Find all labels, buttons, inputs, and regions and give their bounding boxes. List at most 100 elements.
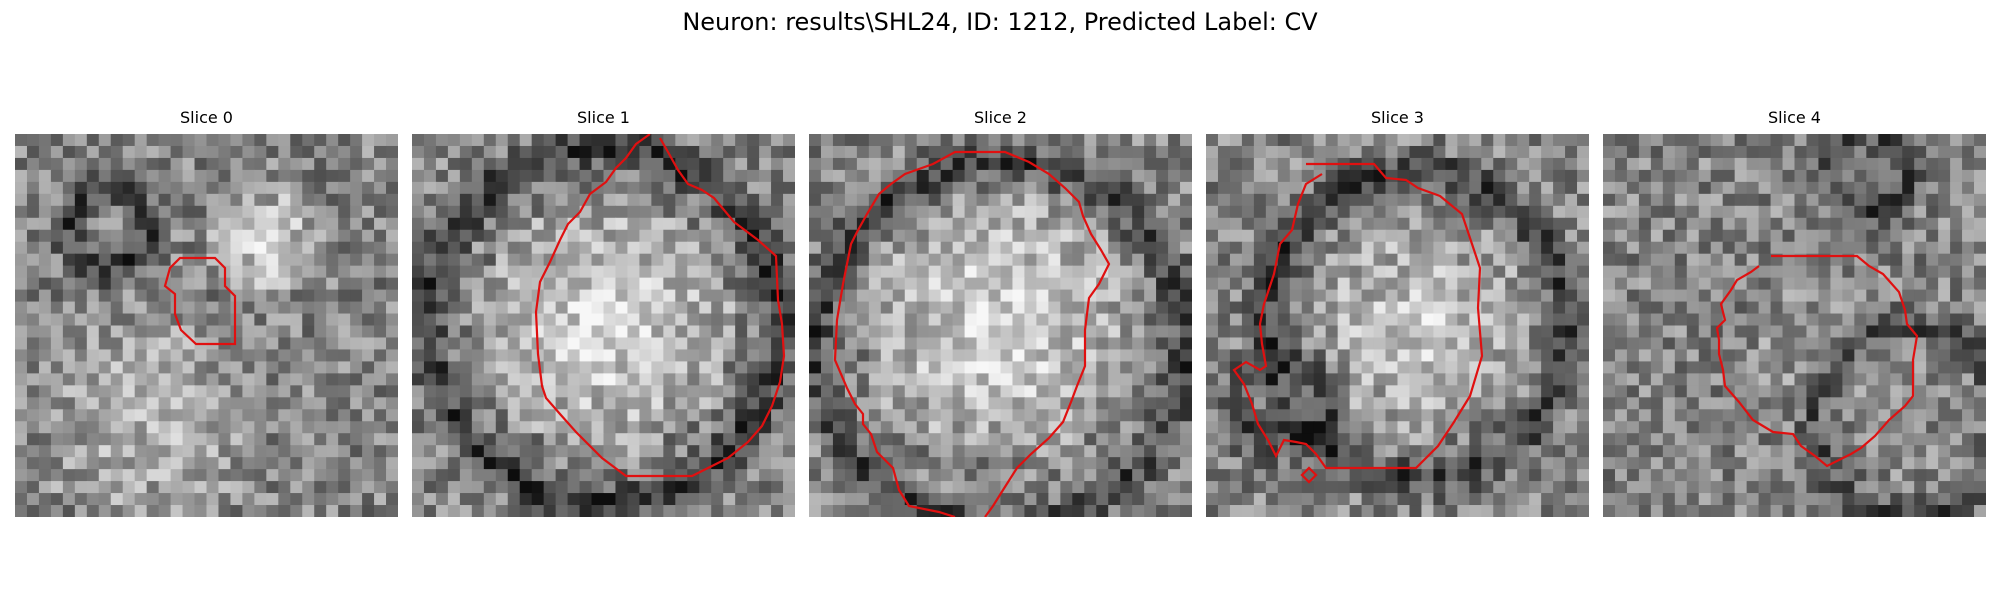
pixel — [412, 170, 425, 183]
pixel — [1962, 134, 1975, 147]
pixel — [759, 505, 772, 517]
pixel — [99, 158, 112, 171]
pixel — [965, 134, 978, 147]
pixel — [1878, 302, 1891, 315]
pixel — [338, 242, 351, 255]
pixel — [1144, 326, 1157, 339]
pixel — [568, 397, 581, 410]
pixel — [821, 337, 834, 350]
pixel — [1974, 409, 1986, 422]
pixel — [520, 242, 533, 255]
pixel — [929, 349, 942, 362]
pixel — [1144, 302, 1157, 315]
pixel — [242, 158, 255, 171]
pixel — [230, 302, 243, 315]
pixel — [604, 302, 617, 315]
pixel — [254, 242, 267, 255]
pixel — [1457, 445, 1470, 458]
pixel — [111, 373, 124, 386]
pixel — [51, 481, 64, 494]
pixel — [941, 469, 954, 482]
pixel — [1421, 158, 1434, 171]
pixel — [99, 242, 112, 255]
pixel — [1926, 361, 1939, 374]
pixel — [1866, 290, 1879, 303]
pixel — [1242, 421, 1255, 434]
pixel — [51, 254, 64, 267]
pixel — [412, 421, 425, 434]
pixel — [27, 230, 40, 243]
pixel — [1338, 361, 1351, 374]
pixel — [1096, 290, 1109, 303]
pixel — [195, 278, 208, 291]
pixel — [783, 182, 795, 195]
pixel — [1433, 445, 1446, 458]
pixel — [1854, 314, 1867, 327]
pixel — [1505, 182, 1518, 195]
pixel — [111, 361, 124, 374]
pixel — [965, 373, 978, 386]
pixel — [1627, 290, 1640, 303]
pixel — [1457, 326, 1470, 339]
pixel — [1938, 314, 1951, 327]
pixel — [1290, 182, 1303, 195]
pixel — [532, 254, 545, 267]
pixel — [496, 493, 509, 506]
pixel — [484, 314, 497, 327]
pixel — [1615, 290, 1628, 303]
pixel — [663, 445, 676, 458]
pixel — [1302, 385, 1315, 398]
pixel — [1639, 337, 1652, 350]
pixel — [230, 230, 243, 243]
pixel — [15, 361, 28, 374]
pixel — [821, 290, 834, 303]
pixel — [350, 230, 363, 243]
pixel — [1096, 361, 1109, 374]
pixel — [1914, 433, 1927, 446]
pixel — [675, 314, 688, 327]
pixel — [783, 409, 795, 422]
pixel — [1374, 445, 1387, 458]
pixel — [1529, 158, 1542, 171]
pixel — [1445, 326, 1458, 339]
pixel — [1505, 302, 1518, 315]
pixel — [218, 349, 231, 362]
pixel — [1795, 134, 1808, 147]
pixel — [1651, 421, 1664, 434]
pixel — [1096, 194, 1109, 207]
pixel — [532, 146, 545, 159]
pixel — [604, 194, 617, 207]
pixel — [254, 134, 267, 147]
pixel — [51, 230, 64, 243]
pixel — [953, 493, 966, 506]
pixel — [1517, 314, 1530, 327]
pixel — [747, 469, 760, 482]
pixel — [123, 337, 136, 350]
pixel — [230, 218, 243, 231]
pixel — [302, 146, 315, 159]
pixel — [845, 409, 858, 422]
pixel — [1699, 278, 1712, 291]
pixel — [651, 481, 664, 494]
pixel — [1084, 409, 1097, 422]
pixel — [604, 266, 617, 279]
pixel — [508, 337, 521, 350]
pixel — [1326, 242, 1339, 255]
pixel — [1687, 373, 1700, 386]
pixel — [627, 397, 640, 410]
pixel — [472, 242, 485, 255]
pixel — [484, 134, 497, 147]
pixel — [917, 290, 930, 303]
pixel — [1072, 242, 1085, 255]
pixel — [1962, 433, 1975, 446]
pixel — [99, 302, 112, 315]
pixel — [615, 409, 628, 422]
pixel — [135, 493, 148, 506]
pixel — [1577, 493, 1589, 506]
pixel — [580, 158, 593, 171]
pixel — [1469, 170, 1482, 183]
pixel — [592, 397, 605, 410]
pixel — [448, 409, 461, 422]
pixel — [556, 397, 569, 410]
pixel — [207, 206, 220, 219]
